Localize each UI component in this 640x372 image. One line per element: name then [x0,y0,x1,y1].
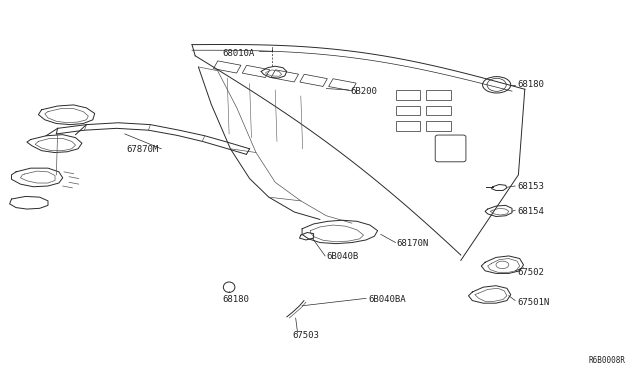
Text: 67503: 67503 [292,331,319,340]
Bar [271,70,298,82]
Text: 6B200: 6B200 [351,87,378,96]
Text: 6B040B: 6B040B [326,252,358,261]
Bar [426,90,451,100]
Text: 68180: 68180 [222,295,249,304]
Text: R6B0008R: R6B0008R [589,356,626,365]
Bar [396,106,420,115]
Text: 67870M: 67870M [127,145,159,154]
Bar [426,106,451,115]
Text: 6B040BA: 6B040BA [368,295,406,304]
Bar [214,61,241,73]
Bar [426,121,451,131]
Text: 68154: 68154 [517,207,544,216]
Bar [329,79,356,91]
Text: 68153: 68153 [517,182,544,191]
Bar [300,74,327,86]
Text: 68010A: 68010A [223,49,255,58]
Bar [396,121,420,131]
Text: 68180: 68180 [517,80,544,89]
Bar [396,90,420,100]
Text: 67501N: 67501N [517,298,549,307]
Text: 68170N: 68170N [397,239,429,248]
Bar [243,65,269,77]
Text: 67502: 67502 [517,268,544,277]
